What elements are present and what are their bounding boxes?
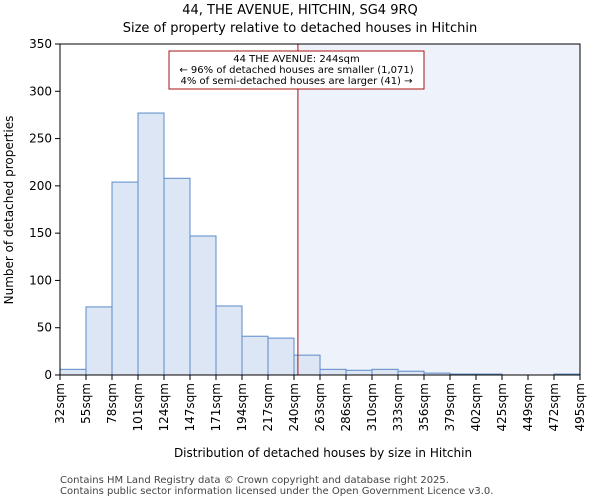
x-tick-label: 286sqm [339,383,353,431]
y-tick-label: 200 [29,179,52,193]
bar [319,368,347,376]
x-tick-label: 171sqm [209,383,223,431]
x-tick-label: 356sqm [417,383,431,431]
x-tick-label: 333sqm [391,383,405,431]
y-tick-label: 250 [29,132,52,146]
y-tick-label: 0 [44,368,52,382]
bar [163,177,191,376]
annotation-line-2: ← 96% of detached houses are smaller (1,… [179,65,413,76]
x-tick-label: 240sqm [287,383,301,431]
x-tick-label: 217sqm [261,383,275,431]
bar [111,181,139,376]
bar [267,337,295,376]
x-tick-label: 194sqm [235,383,249,431]
x-tick-label: 147sqm [183,383,197,431]
footer-line-2: Contains public sector information licen… [60,486,493,497]
x-tick-label: 101sqm [131,383,145,431]
chart-title: 44, THE AVENUE, HITCHIN, SG4 9RQ [182,3,418,18]
bar [397,370,425,376]
plot-frame [59,43,581,376]
chart-subtitle: Size of property relative to detached ho… [123,21,478,36]
x-tick-label: 32sqm [53,383,67,424]
bar [85,306,113,376]
larger-region-highlight [297,44,580,375]
x-tick-label: 78sqm [105,383,119,424]
y-tick-label: 350 [29,37,52,51]
footer-line-1: Contains HM Land Registry data © Crown c… [60,475,449,486]
x-tick-label: 425sqm [495,383,509,431]
y-tick-label: 50 [37,321,52,335]
annotation-line-1: 44 THE AVENUE: 244sqm [233,54,359,65]
y-tick-label: 300 [29,84,52,98]
bar [371,368,399,376]
x-tick-label: 379sqm [443,383,457,431]
x-tick-label: 310sqm [365,383,379,431]
bar [137,112,165,376]
x-tick-label: 124sqm [157,383,171,431]
bar [345,369,373,376]
x-tick-label: 402sqm [469,383,483,431]
x-tick-label: 263sqm [313,383,327,431]
bar [215,305,243,376]
annotation-line-3: 4% of semi-detached houses are larger (4… [180,76,412,87]
y-tick-label: 100 [29,273,52,287]
x-tick-label: 55sqm [79,383,93,424]
x-axis-label: Distribution of detached houses by size … [174,446,472,460]
x-tick-label: 495sqm [573,383,587,431]
y-tick-label: 150 [29,226,52,240]
x-tick-label: 472sqm [547,383,561,431]
x-tick-label: 449sqm [521,383,535,431]
y-axis-label: Number of detached properties [2,116,16,305]
bar [189,235,217,376]
bar [241,335,269,376]
annotation-box [168,50,425,90]
bar [59,368,87,376]
